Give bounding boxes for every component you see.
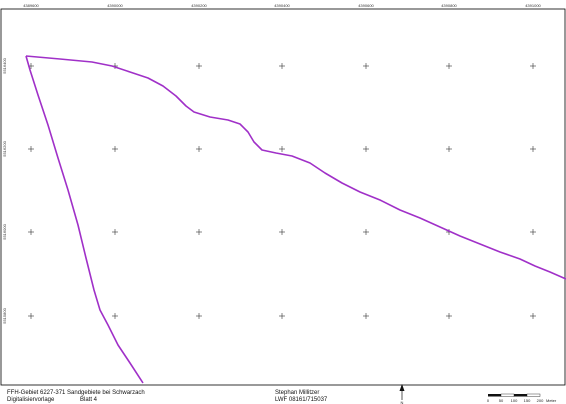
scale-tick-label: 100 bbox=[511, 398, 518, 403]
grid-cross-icon bbox=[446, 63, 452, 69]
scale-tick-label: 200 bbox=[537, 398, 544, 403]
grid-x-label: 4389600 bbox=[23, 3, 39, 8]
author-contact: LWF 08161/715037 bbox=[275, 397, 328, 403]
grid-y-label: 5516400 bbox=[2, 57, 7, 73]
grid-x-label: 4390600 bbox=[358, 3, 374, 8]
grid-cross-icon bbox=[196, 313, 202, 319]
sheet-number: Blatt 4 bbox=[80, 397, 98, 403]
grid-cross-icon bbox=[363, 146, 369, 152]
grid-cross-icon bbox=[446, 146, 452, 152]
grid-cross-icon bbox=[363, 229, 369, 235]
grid-cross-icon bbox=[530, 229, 536, 235]
grid-x-labels: 4389600 4390000 4390200 4390400 4390600 … bbox=[23, 3, 541, 8]
ffh-area-boundary-west bbox=[25, 55, 144, 384]
grid-cross-icon bbox=[446, 313, 452, 319]
author-name: Stephan Millitzer bbox=[275, 390, 320, 396]
grid-crosses bbox=[28, 63, 536, 319]
grid-cross-icon bbox=[112, 313, 118, 319]
scale-unit-label: Meter bbox=[546, 398, 557, 403]
grid-cross-icon bbox=[279, 63, 285, 69]
north-arrow-label: N bbox=[401, 400, 404, 404]
map-title: FFH-Gebiet 6227-371 Sandgebiete bei Schw… bbox=[7, 390, 145, 396]
grid-cross-icon bbox=[28, 146, 34, 152]
scale-bar: 0 50 100 150 200 Meter bbox=[487, 393, 557, 403]
grid-y-label: 5516200 bbox=[2, 140, 7, 156]
ffh-area-boundary bbox=[25, 55, 566, 280]
grid-cross-icon bbox=[363, 63, 369, 69]
grid-cross-icon bbox=[279, 313, 285, 319]
grid-x-label: 4390000 bbox=[107, 3, 123, 8]
grid-x-label: 4391000 bbox=[525, 3, 541, 8]
grid-cross-icon bbox=[112, 146, 118, 152]
map-subtitle: Digitalisiervorlage bbox=[7, 397, 55, 403]
north-arrow-icon: N bbox=[399, 384, 405, 404]
grid-cross-icon bbox=[530, 63, 536, 69]
grid-x-label: 4390800 bbox=[441, 3, 457, 8]
scale-tick-label: 0 bbox=[487, 398, 490, 403]
grid-cross-icon bbox=[196, 146, 202, 152]
grid-cross-icon bbox=[28, 313, 34, 319]
grid-cross-icon bbox=[279, 146, 285, 152]
grid-cross-icon bbox=[112, 229, 118, 235]
grid-x-label: 4390200 bbox=[191, 3, 207, 8]
grid-cross-icon bbox=[279, 229, 285, 235]
grid-y-labels: 5516400 5516200 5516000 5515800 bbox=[2, 57, 7, 323]
grid-cross-icon bbox=[196, 63, 202, 69]
grid-x-label: 4390400 bbox=[274, 3, 290, 8]
grid-cross-icon bbox=[28, 229, 34, 235]
scale-tick-label: 50 bbox=[499, 398, 504, 403]
grid-cross-icon bbox=[363, 313, 369, 319]
scale-tick-label: 150 bbox=[524, 398, 531, 403]
grid-cross-icon bbox=[196, 229, 202, 235]
map-frame-border bbox=[0, 8, 566, 386]
grid-y-label: 5516000 bbox=[2, 223, 7, 239]
grid-cross-icon bbox=[530, 146, 536, 152]
grid-cross-icon bbox=[530, 313, 536, 319]
grid-y-label: 5515800 bbox=[2, 307, 7, 323]
